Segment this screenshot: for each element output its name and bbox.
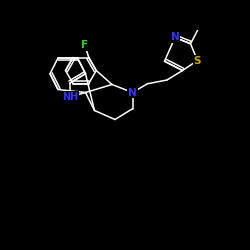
Text: S: S bbox=[194, 56, 201, 66]
Text: N: N bbox=[170, 32, 179, 42]
Text: F: F bbox=[82, 40, 88, 50]
Text: NH: NH bbox=[62, 92, 78, 102]
Text: N: N bbox=[128, 88, 137, 98]
